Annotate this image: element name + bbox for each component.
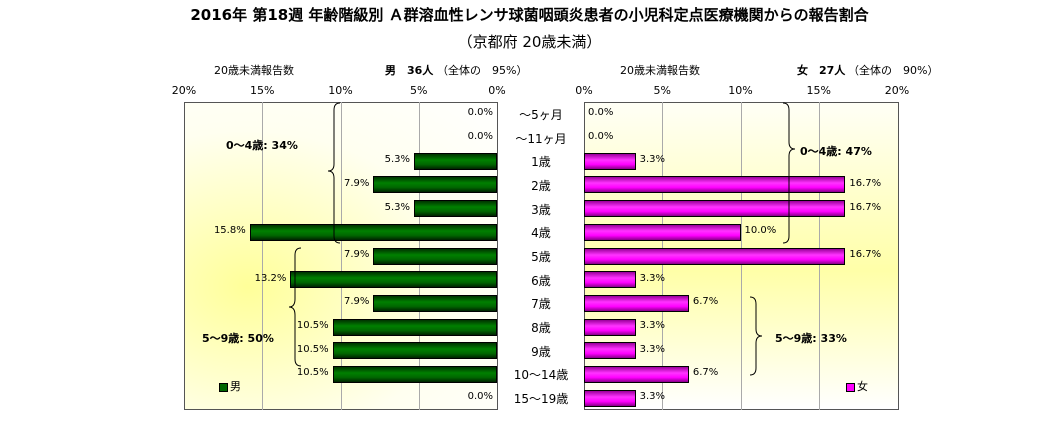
legend-male: 男 (219, 378, 241, 394)
bar-female (584, 365, 689, 383)
legend-label-female: 女 (857, 380, 868, 393)
data-label-male: 7.9% (343, 249, 370, 260)
bar-male (414, 152, 497, 170)
data-label-male: 0.0% (467, 391, 493, 403)
brace-female-0-4 (782, 102, 796, 244)
tick-female: 15% (806, 84, 831, 97)
annotation-female-0-4: 0～4歳: 47% (800, 145, 872, 158)
data-label-female: 3.3% (639, 343, 666, 355)
tick-male: 10% (328, 84, 353, 97)
data-label-male: 7.9% (343, 177, 370, 189)
category-label: 10～14歳 (513, 368, 569, 383)
bar-male (373, 176, 497, 194)
data-label-male: 0.0% (467, 130, 493, 142)
data-label-female: 3.3% (639, 391, 666, 403)
category-label: 9歳 (531, 344, 551, 359)
chart-subtitle: （京都府 20歳未満） (457, 33, 602, 51)
bar-female (584, 152, 636, 170)
category-label: 4歳 (531, 226, 551, 241)
category-label: ～5ヶ月 (519, 107, 563, 122)
data-label-male: 15.8% (213, 225, 246, 237)
tick-female: 0% (575, 84, 593, 97)
brace-female-5-9 (749, 296, 763, 376)
category-label: 15～19歳 (513, 392, 569, 407)
data-label-female: 3.3% (639, 320, 666, 332)
tick-male: 5% (410, 84, 428, 97)
data-label-female: 6.7% (692, 296, 719, 308)
legend-swatch-female (846, 382, 855, 392)
chart-title: 2016年 第18週 年齢階級別 Ａ群溶血性レンサ球菌咽頭炎患者の小児科定点医療… (190, 6, 869, 24)
category-label: 5歳 (531, 250, 551, 264)
brace-male-5-9 (288, 247, 302, 367)
bar-female (584, 389, 636, 407)
data-label-male: 13.2% (254, 272, 287, 284)
data-label-female: 0.0% (588, 106, 614, 118)
bar-female (584, 176, 846, 194)
bar-female (584, 247, 846, 265)
data-label-female: 0.0% (588, 130, 614, 142)
right-header-label: 20歳未満報告数 (620, 64, 700, 77)
data-label-male: 7.9% (343, 296, 370, 308)
bar-male (332, 342, 497, 360)
right-header-share: （全体の 90%） (848, 64, 939, 77)
brace-male-0-4 (327, 102, 341, 244)
bar-female (584, 294, 689, 312)
bar-male (332, 365, 497, 383)
bar-female (584, 223, 741, 241)
tick-male: 20% (171, 84, 197, 97)
data-label-male: 5.3% (384, 201, 411, 213)
data-label-female: 10.0% (744, 225, 777, 237)
legend-label-male: 男 (230, 380, 241, 393)
annotation-female-5-9: 5～9歳: 33% (775, 332, 847, 345)
tick-female: 20% (884, 84, 910, 97)
legend-female: 女 (846, 378, 868, 394)
bar-male (249, 223, 497, 241)
gridline-male (340, 102, 342, 410)
category-label: 2歳 (531, 178, 551, 193)
tick-female: 5% (653, 84, 671, 97)
data-label-female: 6.7% (692, 367, 719, 379)
right-header-count: 女 27人 (797, 64, 846, 77)
bar-female (584, 318, 636, 336)
tick-male: 15% (250, 84, 275, 97)
bar-male (373, 247, 497, 265)
category-label: 6歳 (531, 273, 551, 288)
gridline-male (262, 102, 264, 410)
bar-female (584, 200, 846, 218)
bar-male (290, 271, 497, 289)
bar-male (414, 200, 497, 218)
data-label-female: 3.3% (639, 154, 666, 166)
bar-male (332, 318, 497, 336)
left-header-label: 20歳未満報告数 (214, 64, 294, 77)
bar-male (373, 294, 497, 312)
legend-swatch-male (219, 382, 228, 392)
tick-female: 10% (728, 84, 753, 97)
bar-female (584, 342, 636, 360)
data-label-male: 10.5% (296, 343, 329, 355)
data-label-female: 3.3% (639, 272, 666, 284)
category-label: 7歳 (531, 297, 551, 312)
left-header-count: 男 36人 (385, 64, 434, 77)
bar-female (584, 271, 636, 289)
data-label-male: 5.3% (384, 154, 411, 166)
tick-male: 0% (488, 84, 506, 97)
data-label-female: 16.7% (849, 177, 882, 189)
category-label: 1歳 (531, 155, 551, 170)
data-label-female: 16.7% (849, 249, 882, 260)
data-label-male: 10.5% (296, 367, 329, 379)
left-header-share: （全体の 95%） (437, 64, 528, 77)
annotation-male-0-4: 0～4歳: 34% (226, 139, 298, 152)
category-label: 8歳 (531, 321, 551, 336)
data-label-female: 16.7% (849, 201, 882, 213)
category-label: 3歳 (531, 202, 551, 217)
category-label: ～11ヶ月 (515, 131, 567, 146)
annotation-male-5-9: 5～9歳: 50% (202, 332, 274, 345)
data-label-male: 0.0% (467, 106, 493, 118)
data-label-male: 10.5% (296, 320, 329, 332)
